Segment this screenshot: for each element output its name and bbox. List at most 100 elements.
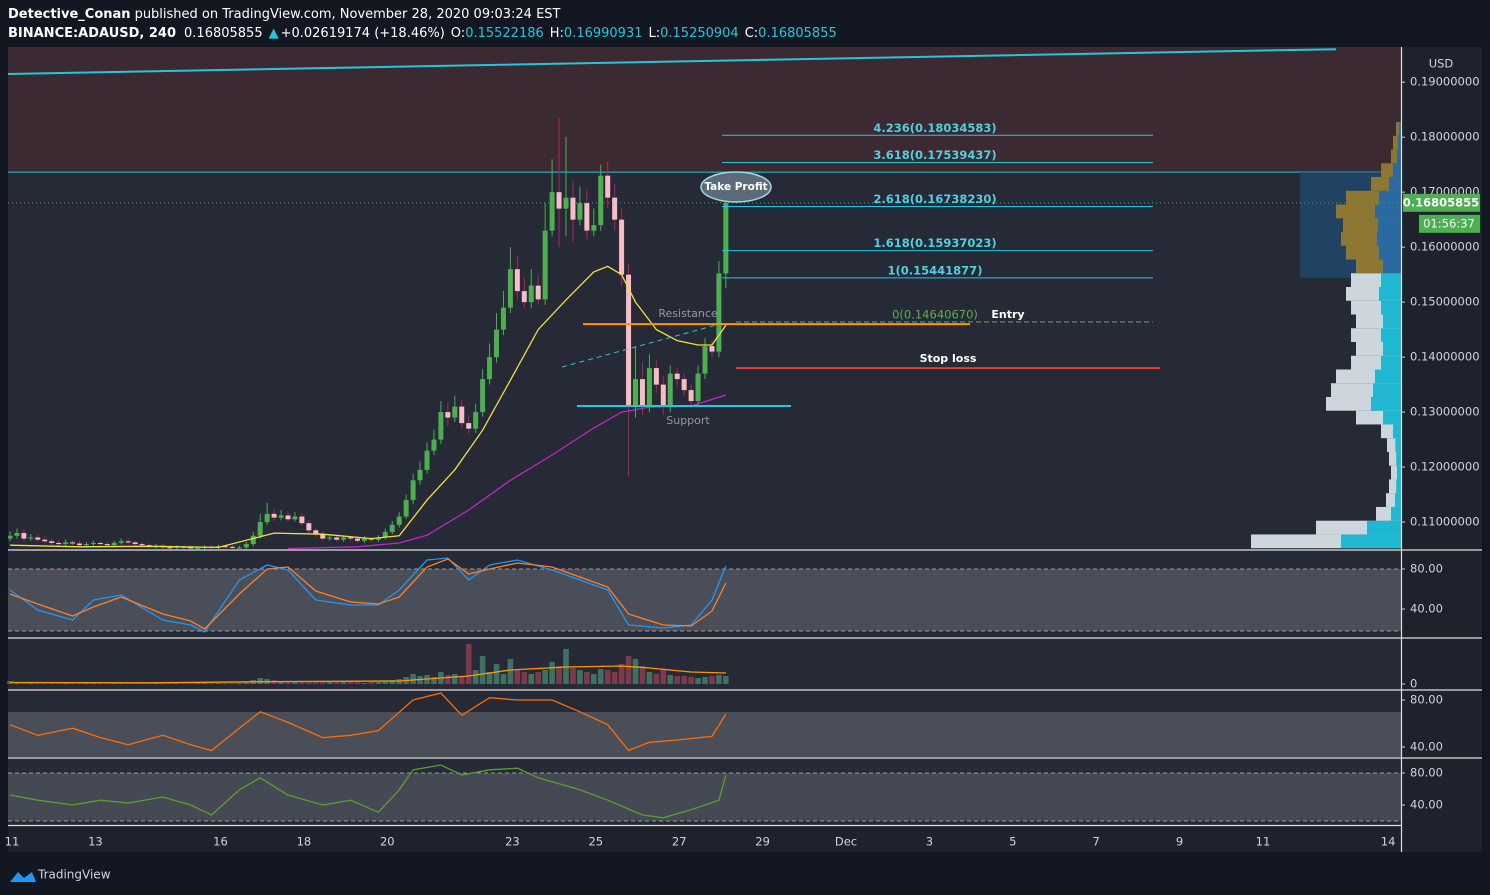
volume-bar (62, 683, 69, 684)
volume-bar (236, 683, 243, 684)
y-tick-label: 0.18000000 (1410, 130, 1480, 144)
candle-body (77, 543, 82, 546)
candle-body (271, 513, 277, 518)
x-tick-label: 9 (1176, 835, 1183, 849)
volume-profile-part (1395, 493, 1401, 507)
volume-bar (201, 683, 208, 684)
candle-body (605, 175, 611, 198)
volume-profile-part (1379, 245, 1401, 260)
candle-body (389, 524, 395, 532)
candle-body (521, 291, 527, 303)
candle-body (229, 546, 235, 548)
candle-body (355, 538, 360, 541)
candle-body (292, 516, 298, 520)
close: 0.16805855 (758, 26, 837, 41)
candle-body (584, 203, 590, 231)
volume-bar (174, 683, 180, 684)
candle-body (535, 285, 541, 300)
candle-body (56, 542, 62, 545)
x-tick-label: 13 (88, 835, 103, 849)
volume-bar (35, 683, 41, 684)
volume-profile-part (1396, 479, 1401, 494)
x-tick-label: 20 (380, 835, 395, 849)
volume-profile-part (1393, 163, 1401, 178)
symbol-line: BINANCE:ADAUSD, 240 0.16805855 ▲ +0.0261917… (8, 26, 837, 41)
volume-bar (465, 644, 472, 684)
volume-bar (625, 656, 632, 684)
x-tick-label: 5 (1009, 835, 1016, 849)
volume-bar (69, 683, 76, 684)
volume-bar (521, 672, 528, 684)
indicator-line (9, 764, 727, 819)
candle-body (236, 547, 242, 549)
candle-body (299, 516, 305, 524)
x-tick-label: 14 (1381, 835, 1396, 849)
main-pane (8, 47, 1401, 549)
volume-bar (639, 666, 646, 684)
volume-bar (472, 670, 479, 684)
open: 0.15522186 (465, 26, 544, 41)
volume-bar (597, 669, 604, 684)
candle-body (556, 192, 562, 209)
take-profit-bubble (700, 171, 772, 203)
volume-bar (646, 672, 653, 684)
volume-bar (292, 681, 298, 684)
volume-bar (556, 666, 562, 684)
arrow: ▲ (269, 26, 279, 41)
logo (10, 872, 36, 882)
x-tick-label: 11 (1256, 835, 1271, 849)
candle-body (396, 516, 402, 525)
candle-body (341, 537, 347, 540)
candle-body (264, 513, 270, 523)
volume-bar (458, 676, 465, 684)
volume-bar (76, 683, 83, 684)
candle-body (633, 379, 638, 407)
candle-body (487, 357, 493, 380)
volume-bar (132, 683, 138, 684)
candle-body (125, 541, 131, 543)
candle-body (334, 537, 340, 540)
fib-label: 1.618(0.15937023) (873, 236, 996, 250)
logo-mark (10, 872, 36, 882)
candle-body (42, 539, 48, 542)
volume-bar (577, 670, 583, 684)
y-tick-label: 0.11000000 (1410, 515, 1480, 529)
volume-bar (716, 675, 722, 684)
candle-body (14, 533, 20, 536)
volume-bar (410, 674, 416, 684)
volume-profile-part (1377, 218, 1401, 233)
candle-body (83, 544, 89, 546)
chart-background (8, 47, 1401, 825)
volume-profile-bar (1391, 465, 1401, 480)
volume-bar (215, 683, 222, 684)
candle-body (139, 544, 145, 546)
symbol: BINANCE:ADAUSD, 240 (8, 26, 176, 41)
volume-profile-part (1375, 369, 1401, 384)
countdown-tag (1419, 214, 1480, 233)
y-tick-label: 0.15000000 (1410, 295, 1480, 309)
volume-profile-part (1396, 451, 1401, 466)
candle-body (21, 533, 27, 539)
candle-body (473, 412, 479, 429)
candle-body (306, 523, 312, 531)
candle-body (681, 379, 687, 391)
fib-label: 2.618(0.16738230) (873, 192, 996, 206)
volume-bar (618, 664, 625, 684)
candle-body (514, 269, 520, 292)
currency: USD (1429, 57, 1454, 71)
high: 0.16990931 (564, 26, 643, 41)
price: 0.16805855 (184, 26, 263, 41)
candle-body (494, 329, 499, 358)
candle-body (97, 542, 103, 545)
candle-body (285, 515, 291, 520)
volume-bar (507, 659, 514, 684)
volume-profile-part (1371, 396, 1401, 411)
candle-body (348, 537, 354, 539)
x-tick-label: 3 (926, 835, 933, 849)
candle-body (132, 542, 138, 545)
volume-profile-part (1397, 135, 1401, 150)
x-tick-label: 27 (672, 835, 687, 849)
price-axis-background (1401, 47, 1482, 852)
candle-body (327, 537, 333, 539)
candle-body (111, 542, 117, 546)
